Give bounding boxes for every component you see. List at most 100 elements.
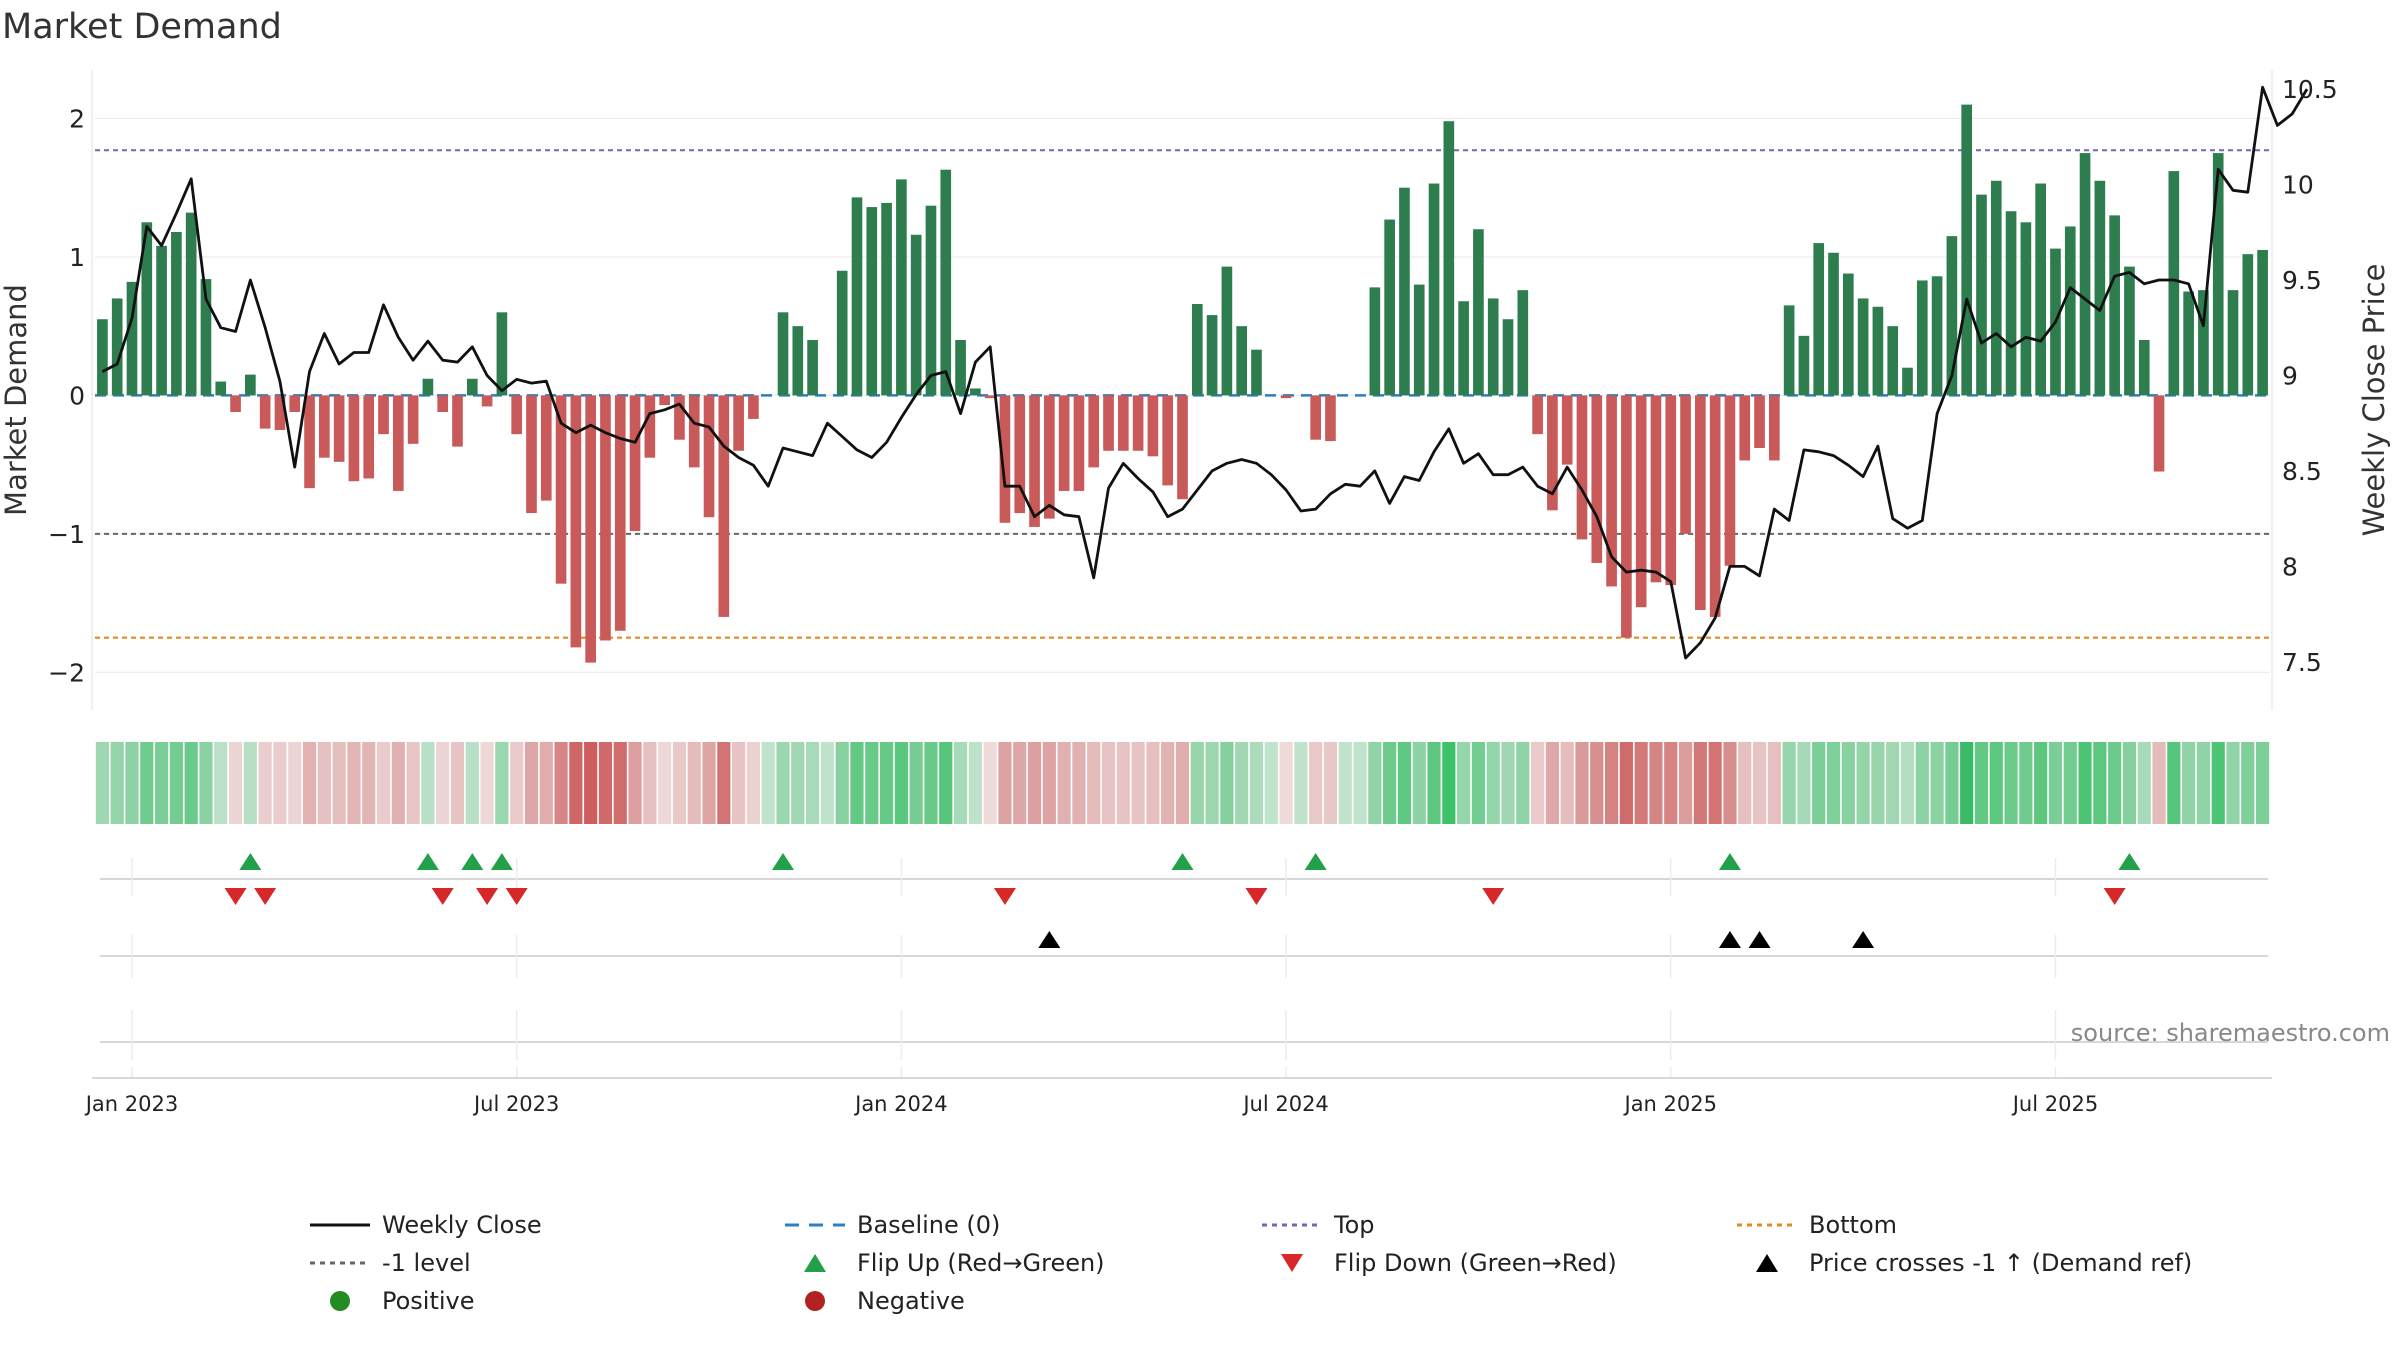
heat-strip-cell	[953, 742, 968, 824]
heat-strip-cell	[643, 742, 657, 824]
heat-strip-cell	[732, 742, 746, 824]
demand-bar	[1473, 229, 1484, 396]
x-tick-label: Jul 2023	[472, 1092, 559, 1116]
demand-bar	[1428, 183, 1440, 396]
demand-bar	[1769, 395, 1780, 461]
demand-bar	[614, 395, 626, 631]
flip-down-marker	[993, 888, 1016, 905]
demand-bar	[437, 395, 449, 412]
legend-label: Negative	[857, 1287, 965, 1315]
demand-bar	[955, 340, 966, 396]
legend-label: Flip Down (Green→Red)	[1334, 1249, 1617, 1277]
demand-bar	[1191, 304, 1203, 396]
heat-strip-cell	[1945, 742, 1959, 824]
demand-bar	[1621, 395, 1632, 638]
demand-bar	[1857, 298, 1869, 396]
demand-bar	[2124, 266, 2135, 396]
demand-bar	[452, 395, 463, 447]
heat-strip-cell	[1812, 742, 1826, 824]
flip-up-marker	[1171, 853, 1194, 870]
demand-bar	[1280, 395, 1292, 399]
heat-strip-cell	[317, 742, 331, 824]
demand-bar	[896, 179, 907, 396]
demand-bar	[703, 395, 715, 518]
heat-strip-cell	[1205, 742, 1219, 824]
heat-strip-cell	[1457, 742, 1471, 824]
demand-bar	[1650, 395, 1662, 583]
demand-bar	[200, 279, 212, 396]
demand-bar	[2183, 291, 2194, 396]
y-tick-label: −1	[48, 520, 85, 549]
demand-bar	[1517, 290, 1529, 396]
demand-bar	[274, 395, 286, 430]
heat-strip-cell	[347, 742, 361, 824]
heat-strip-cell	[1131, 742, 1145, 824]
demand-bar	[363, 395, 375, 479]
y-axis-label: Market Demand	[0, 284, 33, 516]
demand-bar	[2227, 290, 2239, 396]
heat-strip-cell	[1309, 742, 1323, 824]
demand-bar	[1547, 395, 1558, 511]
heat-strip-cell	[2226, 742, 2240, 824]
demand-bar	[1976, 194, 1987, 396]
x-tick-label: Jul 2024	[1241, 1092, 1328, 1116]
demand-bar	[259, 395, 271, 429]
demand-bar	[1872, 306, 1884, 396]
demand-bar	[733, 395, 744, 451]
flip-up-marker	[461, 853, 484, 870]
demand-bar	[289, 395, 301, 412]
demand-bar	[2094, 180, 2106, 396]
heat-strip-cell	[1782, 742, 1796, 824]
demand-bar	[1147, 395, 1159, 457]
heat-strip-cell	[1974, 742, 1989, 824]
legend-label: Top	[1333, 1211, 1375, 1239]
demand-bar	[319, 395, 330, 458]
demand-bar	[1251, 349, 1262, 396]
demand-bar	[1058, 395, 1070, 491]
heat-strip-cell	[584, 742, 598, 824]
demand-bar	[1739, 395, 1751, 461]
heat-strip-cell	[228, 742, 243, 824]
heat-strip-cell	[524, 742, 539, 824]
heat-strip-cell	[1175, 742, 1190, 824]
marker-rows: Jan 2023 Jul 2023 Jan 2024 Jul 2024 Jan 2025…	[84, 853, 2272, 1116]
y-tick-label: 1	[69, 243, 85, 272]
heat-strip-cell	[184, 742, 198, 824]
price-cross-marker	[1852, 931, 1875, 948]
demand-bar	[2005, 211, 2017, 396]
demand-bar	[2153, 395, 2165, 472]
demand-bar	[126, 281, 138, 396]
heat-strip-cell	[421, 742, 435, 824]
legend-positive-dot	[330, 1291, 350, 1311]
heat-strip-cell	[1486, 742, 1500, 824]
heat-strip-cell	[1397, 742, 1412, 824]
demand-bar	[1443, 121, 1455, 396]
heat-strip-cell	[2256, 742, 2270, 824]
demand-bar	[1073, 395, 1085, 491]
heat-strip-cell	[850, 742, 864, 824]
demand-bar	[940, 169, 952, 396]
demand-bar	[999, 395, 1011, 523]
heat-strip-cell	[154, 742, 169, 824]
demand-bar	[851, 197, 863, 396]
demand-bar	[1236, 326, 1248, 396]
heat-strip-cell	[125, 742, 139, 824]
demand-bar	[1561, 395, 1573, 465]
heat-strip-cell	[1708, 742, 1722, 824]
heat-strip-cell	[1013, 742, 1027, 824]
demand-bar	[526, 395, 537, 514]
flip-up-marker	[772, 853, 795, 870]
heat-strip-cell	[1915, 742, 1929, 824]
legend-negative-dot	[805, 1291, 825, 1311]
price-cross-marker	[1038, 931, 1061, 948]
heat-strip-cell	[628, 742, 642, 824]
heat-strip-cell	[879, 742, 894, 824]
demand-bar	[629, 395, 641, 532]
heat-strip-cell	[2122, 742, 2137, 824]
x-tick-label: Jan 2025	[1623, 1092, 1718, 1116]
demand-bar	[585, 395, 596, 663]
heat-strip-cell	[672, 742, 687, 824]
demand-bar	[1399, 187, 1410, 396]
legend-label: Positive	[382, 1287, 475, 1315]
demand-bar	[215, 381, 227, 396]
